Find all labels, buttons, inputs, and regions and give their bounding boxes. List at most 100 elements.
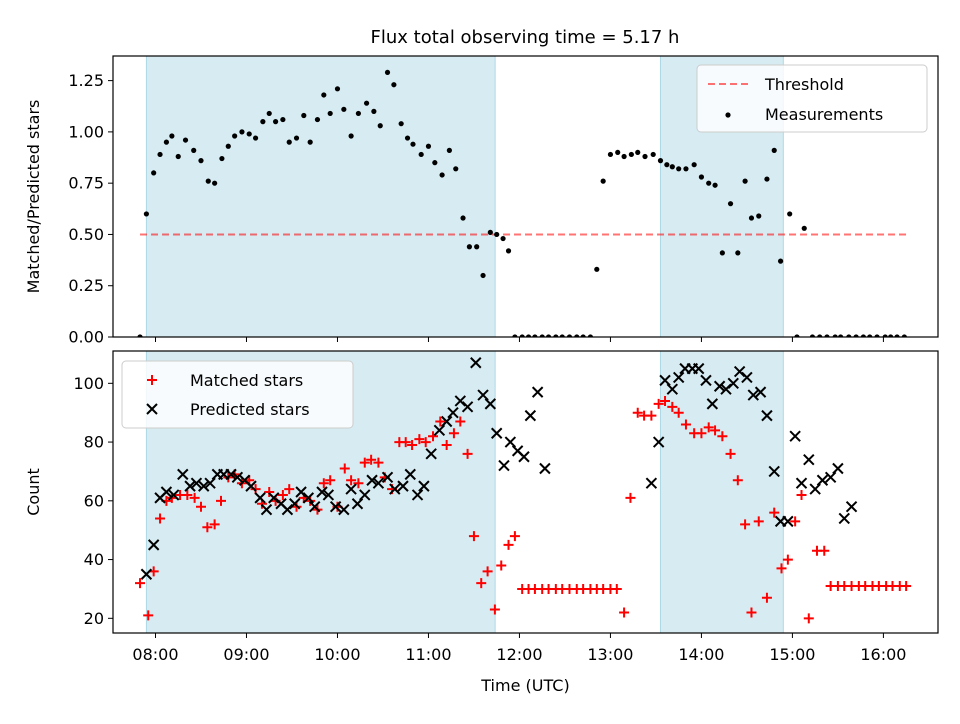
predicted-star-point — [425, 448, 437, 460]
predicted-star-point — [184, 480, 196, 492]
legend-predicted-swatch — [146, 403, 158, 415]
measurement-point — [239, 129, 245, 135]
predicted-star-point — [389, 483, 401, 495]
flux-ratio-panel: 0.00 0.25 0.50 0.75 1.00 1.25 Matched/Predicte… — [24, 55, 939, 347]
predicted-star-point — [167, 489, 180, 501]
matched-star-point — [428, 431, 439, 442]
chart-title: Flux total observing time = 5.17 h — [371, 27, 680, 48]
predicted-star-point — [747, 389, 759, 401]
matched-star-point — [476, 578, 487, 589]
measurement-point — [355, 110, 361, 117]
x-tick-label: 13:00 — [587, 645, 633, 664]
measurement-point — [212, 180, 218, 186]
y-tick-label: 60 — [84, 491, 104, 510]
measurement-point — [377, 123, 383, 129]
predicted-star-point — [504, 436, 517, 448]
predicted-star-point — [539, 462, 551, 475]
predicted-star-point — [824, 471, 837, 484]
measurement-point — [846, 334, 852, 337]
predicted-star-point — [470, 357, 482, 369]
predicted-star-point — [404, 468, 416, 481]
measurement-point — [519, 334, 525, 337]
matched-star-point — [625, 492, 636, 503]
measurement-point — [635, 149, 641, 156]
matched-star-point — [202, 522, 213, 533]
measurement-point — [683, 166, 689, 172]
observing-interval-2 — [659, 351, 784, 633]
predicted-star-point — [816, 474, 829, 486]
predicted-star-point — [302, 492, 315, 504]
predicted-star-point — [316, 486, 328, 498]
measurement-point — [817, 334, 823, 337]
matched-star-point — [901, 581, 912, 591]
predicted-star-point — [666, 383, 679, 395]
axes-frame — [112, 55, 939, 338]
measurement-point — [756, 213, 762, 219]
matched-star-point — [359, 457, 370, 468]
matched-star-point — [143, 610, 154, 621]
predicted-star-point — [359, 489, 371, 501]
predicted-star-point — [260, 503, 273, 516]
measurement-point — [266, 110, 272, 117]
predicted-star-point — [322, 489, 335, 501]
measurement-point — [824, 334, 830, 337]
measurement-point — [432, 160, 438, 166]
predicted-star-point — [484, 398, 497, 410]
y-tick-label: 100 — [73, 374, 104, 393]
measurement-point — [341, 106, 347, 112]
legend-matched-swatch — [147, 375, 157, 385]
y-tick-label: 0.75 — [68, 174, 104, 193]
predicted-star-point — [288, 498, 301, 510]
measurement-point — [182, 137, 189, 143]
measurement-point — [764, 176, 770, 182]
y-tick-label: 80 — [84, 433, 104, 452]
predicted-star-point — [524, 409, 537, 422]
measurement-point — [727, 201, 734, 207]
x-axis-label: Time (UTC) — [480, 676, 569, 695]
measurement-point — [664, 162, 670, 168]
matched-star-point — [277, 489, 288, 500]
measurement-point — [657, 158, 664, 164]
matched-star-point — [761, 592, 772, 603]
predicted-star-point — [477, 389, 489, 401]
legend-bottom: Matched stars Predicted stars — [121, 360, 354, 429]
measurement-point — [169, 133, 175, 139]
matched-star-point — [646, 410, 657, 421]
predicted-star-point — [225, 468, 237, 481]
measurement-point — [553, 334, 559, 337]
matched-star-point — [482, 566, 493, 577]
matched-star-point — [740, 519, 751, 530]
matched-star-point — [611, 583, 622, 594]
matched-star-point — [182, 489, 193, 500]
measurement-point — [794, 334, 800, 337]
measurement-point — [151, 170, 157, 176]
matched-star-point — [717, 431, 728, 442]
legend-predicted-label: Predicted stars — [190, 400, 310, 419]
matched-star-point — [400, 437, 411, 448]
measurement-point — [219, 155, 225, 162]
matched-star-point — [667, 401, 678, 412]
predicted-star-point — [809, 483, 821, 495]
matched-star-point — [732, 475, 743, 486]
measurement-point — [252, 135, 259, 141]
matched-star-point — [653, 398, 664, 409]
matched-star-point — [366, 454, 377, 465]
matched-star-point — [318, 478, 329, 489]
x-tick-label: 08:00 — [132, 645, 178, 664]
measurement-point — [621, 153, 627, 160]
measurement-point — [500, 235, 506, 242]
y-axis-label: Count — [24, 468, 43, 516]
y-tick-label: 0.25 — [68, 276, 104, 295]
star-count-panel: 20 40 60 80 100 08:00 09:00 10:00 11:00 12:00 13:0… — [24, 350, 939, 695]
measurement-point — [719, 250, 725, 256]
predicted-star-point — [160, 486, 173, 498]
predicted-star-point — [254, 492, 266, 504]
predicted-star-point — [490, 427, 503, 439]
predicted-star-point — [700, 374, 712, 387]
measurement-point — [487, 229, 493, 235]
matched-star-point — [710, 425, 721, 436]
measurement-point — [439, 172, 445, 178]
observing-interval-1 — [145, 56, 496, 337]
matched-star-point — [632, 407, 643, 418]
measurement-point — [314, 116, 321, 123]
